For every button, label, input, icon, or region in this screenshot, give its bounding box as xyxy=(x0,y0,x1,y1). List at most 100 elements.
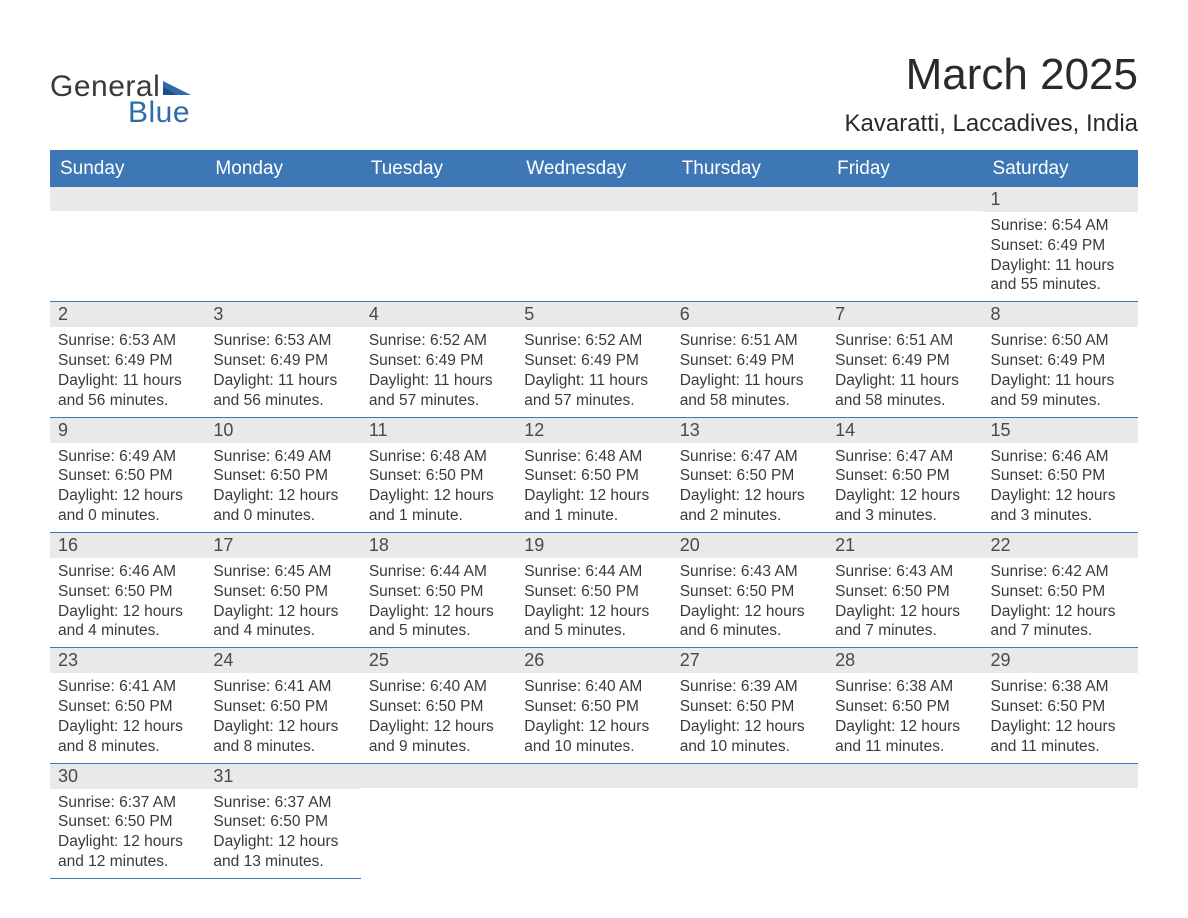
day-number: 5 xyxy=(516,302,671,327)
day-number: 9 xyxy=(50,418,205,443)
day-cell: 27Sunrise: 6:39 AMSunset: 6:50 PMDayligh… xyxy=(672,648,827,763)
day-body: Sunrise: 6:52 AMSunset: 6:49 PMDaylight:… xyxy=(516,327,671,416)
day-cell: 31Sunrise: 6:37 AMSunset: 6:50 PMDayligh… xyxy=(205,763,360,878)
day-sunset: Sunset: 6:50 PM xyxy=(524,466,663,486)
day-number: 1 xyxy=(983,187,1138,212)
day-daylight1: Daylight: 11 hours xyxy=(524,371,663,391)
day-sunset: Sunset: 6:50 PM xyxy=(58,812,197,832)
day-sunset: Sunset: 6:50 PM xyxy=(680,582,819,602)
day-sunrise: Sunrise: 6:43 AM xyxy=(680,562,819,582)
day-daylight1: Daylight: 12 hours xyxy=(369,486,508,506)
day-daylight2: and 4 minutes. xyxy=(213,621,352,641)
day-body xyxy=(672,788,827,798)
day-cell: 30Sunrise: 6:37 AMSunset: 6:50 PMDayligh… xyxy=(50,763,205,878)
day-daylight2: and 57 minutes. xyxy=(524,391,663,411)
day-body: Sunrise: 6:38 AMSunset: 6:50 PMDaylight:… xyxy=(827,673,982,762)
location-label: Kavaratti, Laccadives, India xyxy=(845,110,1139,138)
day-daylight1: Daylight: 11 hours xyxy=(991,371,1130,391)
day-cell xyxy=(672,763,827,878)
day-body: Sunrise: 6:51 AMSunset: 6:49 PMDaylight:… xyxy=(827,327,982,416)
day-daylight1: Daylight: 12 hours xyxy=(680,717,819,737)
day-daylight2: and 1 minute. xyxy=(369,506,508,526)
day-sunrise: Sunrise: 6:43 AM xyxy=(835,562,974,582)
month-title: March 2025 xyxy=(845,50,1139,100)
day-number: 15 xyxy=(983,418,1138,443)
day-number: 27 xyxy=(672,648,827,673)
day-sunset: Sunset: 6:50 PM xyxy=(369,697,508,717)
day-daylight2: and 8 minutes. xyxy=(213,737,352,757)
page-header: General Blue March 2025 Kavaratti, Lacca… xyxy=(50,50,1138,138)
day-daylight1: Daylight: 12 hours xyxy=(213,832,352,852)
day-daylight2: and 9 minutes. xyxy=(369,737,508,757)
day-cell xyxy=(361,763,516,878)
day-sunrise: Sunrise: 6:46 AM xyxy=(58,562,197,582)
day-sunset: Sunset: 6:49 PM xyxy=(369,351,508,371)
day-number xyxy=(672,764,827,788)
day-cell: 11Sunrise: 6:48 AMSunset: 6:50 PMDayligh… xyxy=(361,417,516,532)
day-body xyxy=(361,788,516,798)
day-body xyxy=(516,788,671,798)
day-number: 2 xyxy=(50,302,205,327)
day-body: Sunrise: 6:44 AMSunset: 6:50 PMDaylight:… xyxy=(516,558,671,647)
day-daylight1: Daylight: 12 hours xyxy=(991,717,1130,737)
week-row: 9Sunrise: 6:49 AMSunset: 6:50 PMDaylight… xyxy=(50,417,1138,532)
day-number: 29 xyxy=(983,648,1138,673)
week-row: 1Sunrise: 6:54 AMSunset: 6:49 PMDaylight… xyxy=(50,187,1138,302)
day-sunset: Sunset: 6:50 PM xyxy=(835,466,974,486)
day-cell xyxy=(516,187,671,302)
day-sunrise: Sunrise: 6:48 AM xyxy=(369,447,508,467)
day-daylight1: Daylight: 12 hours xyxy=(991,486,1130,506)
day-number: 30 xyxy=(50,764,205,789)
day-daylight1: Daylight: 12 hours xyxy=(835,717,974,737)
day-number: 28 xyxy=(827,648,982,673)
day-sunrise: Sunrise: 6:49 AM xyxy=(58,447,197,467)
day-sunrise: Sunrise: 6:38 AM xyxy=(835,677,974,697)
day-sunrise: Sunrise: 6:38 AM xyxy=(991,677,1130,697)
day-number: 21 xyxy=(827,533,982,558)
day-body: Sunrise: 6:51 AMSunset: 6:49 PMDaylight:… xyxy=(672,327,827,416)
day-daylight1: Daylight: 12 hours xyxy=(991,602,1130,622)
day-cell: 10Sunrise: 6:49 AMSunset: 6:50 PMDayligh… xyxy=(205,417,360,532)
day-sunset: Sunset: 6:49 PM xyxy=(991,351,1130,371)
day-daylight1: Daylight: 12 hours xyxy=(58,602,197,622)
week-row: 23Sunrise: 6:41 AMSunset: 6:50 PMDayligh… xyxy=(50,648,1138,763)
day-cell xyxy=(205,187,360,302)
day-cell: 21Sunrise: 6:43 AMSunset: 6:50 PMDayligh… xyxy=(827,532,982,647)
day-sunset: Sunset: 6:50 PM xyxy=(213,697,352,717)
title-block: March 2025 Kavaratti, Laccadives, India xyxy=(845,50,1139,138)
day-sunrise: Sunrise: 6:49 AM xyxy=(213,447,352,467)
day-cell xyxy=(827,187,982,302)
day-cell: 13Sunrise: 6:47 AMSunset: 6:50 PMDayligh… xyxy=(672,417,827,532)
dow-friday: Friday xyxy=(827,151,982,187)
day-sunset: Sunset: 6:50 PM xyxy=(369,466,508,486)
day-number xyxy=(50,187,205,211)
day-daylight2: and 7 minutes. xyxy=(835,621,974,641)
day-daylight2: and 55 minutes. xyxy=(991,275,1130,295)
day-sunset: Sunset: 6:50 PM xyxy=(213,466,352,486)
day-daylight2: and 6 minutes. xyxy=(680,621,819,641)
day-number: 22 xyxy=(983,533,1138,558)
calendar-body: 1Sunrise: 6:54 AMSunset: 6:49 PMDaylight… xyxy=(50,187,1138,879)
day-daylight2: and 3 minutes. xyxy=(835,506,974,526)
day-sunrise: Sunrise: 6:40 AM xyxy=(369,677,508,697)
day-daylight1: Daylight: 12 hours xyxy=(835,602,974,622)
day-number: 7 xyxy=(827,302,982,327)
day-cell xyxy=(361,187,516,302)
day-daylight1: Daylight: 11 hours xyxy=(58,371,197,391)
day-cell: 16Sunrise: 6:46 AMSunset: 6:50 PMDayligh… xyxy=(50,532,205,647)
day-body: Sunrise: 6:46 AMSunset: 6:50 PMDaylight:… xyxy=(50,558,205,647)
day-sunrise: Sunrise: 6:44 AM xyxy=(524,562,663,582)
day-daylight2: and 58 minutes. xyxy=(835,391,974,411)
week-row: 2Sunrise: 6:53 AMSunset: 6:49 PMDaylight… xyxy=(50,302,1138,417)
dow-saturday: Saturday xyxy=(983,151,1138,187)
day-cell xyxy=(672,187,827,302)
day-cell: 22Sunrise: 6:42 AMSunset: 6:50 PMDayligh… xyxy=(983,532,1138,647)
day-number xyxy=(361,187,516,211)
day-cell xyxy=(516,763,671,878)
day-sunset: Sunset: 6:50 PM xyxy=(213,582,352,602)
week-row: 16Sunrise: 6:46 AMSunset: 6:50 PMDayligh… xyxy=(50,532,1138,647)
day-body: Sunrise: 6:52 AMSunset: 6:49 PMDaylight:… xyxy=(361,327,516,416)
day-daylight2: and 5 minutes. xyxy=(524,621,663,641)
day-daylight2: and 0 minutes. xyxy=(213,506,352,526)
day-number xyxy=(516,187,671,211)
